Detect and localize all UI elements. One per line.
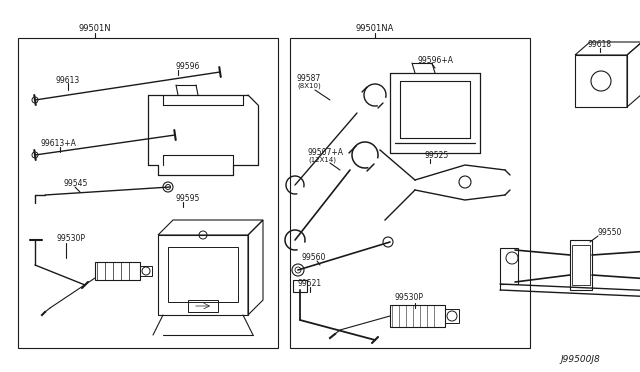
Text: 99501NA: 99501NA: [356, 23, 394, 32]
Text: 99560: 99560: [302, 253, 326, 262]
Bar: [140, 266, 152, 276]
Text: 99550: 99550: [598, 228, 622, 237]
Text: 99618: 99618: [588, 39, 612, 48]
Text: 99530P: 99530P: [395, 294, 424, 302]
Text: 99521: 99521: [298, 279, 322, 288]
Bar: [158, 235, 248, 315]
Bar: [290, 38, 530, 348]
Bar: [188, 300, 218, 312]
Bar: [575, 55, 627, 107]
Bar: [95, 262, 140, 280]
Bar: [572, 245, 590, 285]
Text: 99595: 99595: [175, 193, 200, 202]
Text: 99613: 99613: [55, 76, 79, 84]
Bar: [500, 248, 518, 284]
Text: 99525: 99525: [425, 151, 449, 160]
Text: 99507+A: 99507+A: [308, 148, 344, 157]
Bar: [390, 305, 445, 327]
Bar: [570, 240, 592, 290]
Text: 99545: 99545: [63, 179, 88, 187]
Text: 99501N: 99501N: [79, 23, 111, 32]
Text: 99596+A: 99596+A: [418, 55, 454, 64]
Bar: [293, 280, 307, 292]
Text: (8X10): (8X10): [297, 83, 321, 89]
Text: 99596: 99596: [175, 61, 200, 71]
Text: 99530P: 99530P: [56, 234, 85, 243]
Text: J99500J8: J99500J8: [560, 356, 600, 365]
Bar: [445, 309, 459, 323]
Text: (12X14): (12X14): [308, 157, 336, 163]
Bar: [18, 38, 278, 348]
Text: 99613+A: 99613+A: [40, 138, 76, 148]
Text: 99587: 99587: [297, 74, 321, 83]
Bar: [168, 247, 238, 302]
